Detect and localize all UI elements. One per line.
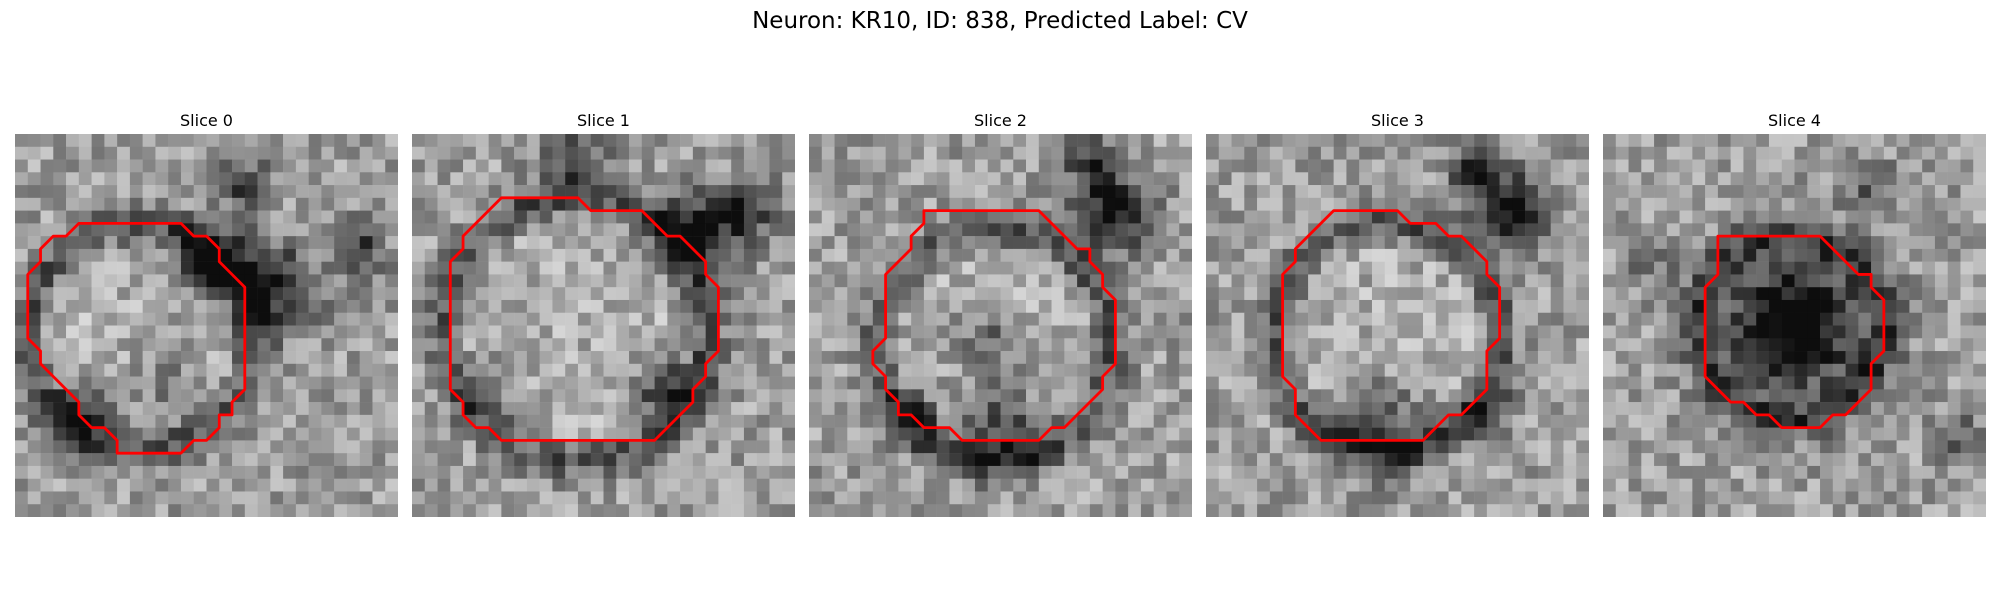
slice-title: Slice 4 [1768, 111, 1821, 130]
slice-image [809, 134, 1192, 517]
slice-image [1603, 134, 1986, 517]
slice-panel-0: Slice 0 [15, 108, 398, 517]
slice-image [15, 134, 398, 517]
pixel-texture [15, 134, 398, 517]
segmentation-contour [26, 221, 247, 455]
segmentation-contour [448, 196, 720, 442]
pixel-texture [1206, 134, 1589, 517]
slice-panel-1: Slice 1 [412, 108, 795, 517]
slice-image [412, 134, 795, 517]
slice-panel-3: Slice 3 [1206, 108, 1589, 517]
segmentation-contour [1281, 209, 1502, 442]
slice-title: Slice 2 [974, 111, 1027, 130]
slice-panel-4: Slice 4 [1603, 108, 1986, 517]
pixel-texture [809, 134, 1192, 517]
pixel-texture [412, 134, 795, 517]
figure-title: Neuron: KR10, ID: 838, Predicted Label: … [752, 8, 1248, 34]
slice-panel-2: Slice 2 [809, 108, 1192, 517]
pixel-texture [1603, 134, 1986, 517]
segmentation-contour [1703, 234, 1886, 430]
segmentation-contour [871, 209, 1117, 442]
slice-title: Slice 1 [577, 111, 630, 130]
slice-title: Slice 0 [180, 111, 233, 130]
slice-title: Slice 3 [1371, 111, 1424, 130]
slice-image [1206, 134, 1589, 517]
